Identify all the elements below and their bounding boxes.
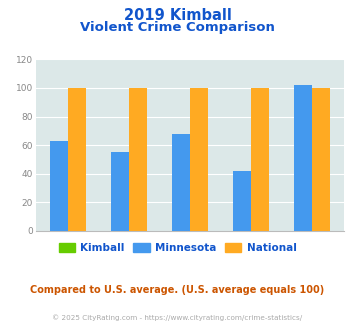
Bar bbox=[50, 141, 68, 231]
Bar bbox=[233, 171, 251, 231]
Bar bbox=[171, 134, 190, 231]
Bar bbox=[110, 152, 129, 231]
Bar bbox=[190, 88, 208, 231]
Bar bbox=[68, 88, 86, 231]
Text: 2019 Kimball: 2019 Kimball bbox=[124, 8, 231, 23]
Text: © 2025 CityRating.com - https://www.cityrating.com/crime-statistics/: © 2025 CityRating.com - https://www.city… bbox=[53, 314, 302, 321]
Bar bbox=[129, 88, 147, 231]
Bar bbox=[294, 85, 312, 231]
Text: Compared to U.S. average. (U.S. average equals 100): Compared to U.S. average. (U.S. average … bbox=[31, 285, 324, 295]
Text: Violent Crime Comparison: Violent Crime Comparison bbox=[80, 21, 275, 34]
Bar bbox=[312, 88, 330, 231]
Bar bbox=[251, 88, 269, 231]
Legend: Kimball, Minnesota, National: Kimball, Minnesota, National bbox=[54, 239, 301, 257]
